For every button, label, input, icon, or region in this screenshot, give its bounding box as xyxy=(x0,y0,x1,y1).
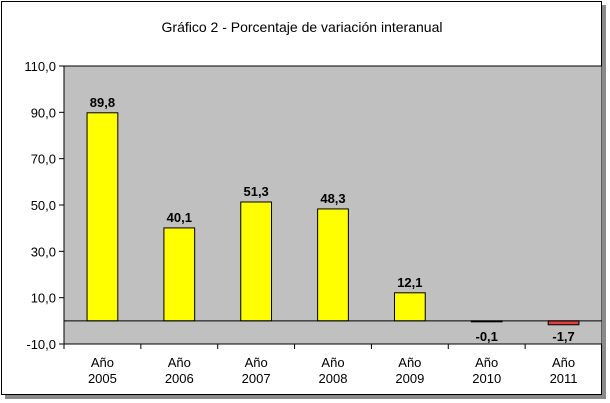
chart-frame: Gráfico 2 - Porcentaje de variación inte… xyxy=(1,1,602,395)
x-tick-label: Año 2005 xyxy=(88,355,117,386)
x-tick-label: Año 2008 xyxy=(319,355,348,386)
x-tick-label: Año 2009 xyxy=(395,355,424,386)
y-tick-label: 70,0 xyxy=(31,152,56,167)
y-axis: -10,0 10,0 30,0 50,0 70,0 90,0 110,0 xyxy=(24,59,65,352)
data-label: -1,7 xyxy=(552,329,574,344)
x-tick-label: Año 2007 xyxy=(242,355,271,386)
bar xyxy=(547,320,580,326)
data-label: -0,1 xyxy=(476,329,498,344)
data-label: 89,8 xyxy=(90,95,115,110)
y-tick-label: 10,0 xyxy=(31,291,56,306)
bar xyxy=(317,208,349,322)
bar xyxy=(393,292,426,322)
x-tick-label: Año 2011 xyxy=(550,355,578,386)
chart-title: Gráfico 2 - Porcentaje de variación inte… xyxy=(161,19,443,35)
bar xyxy=(86,112,119,322)
x-axis: Año 2005 Año 2006 Año 2007 Año 2008 Año 2009 Año 20… xyxy=(63,344,602,386)
data-label: 40,1 xyxy=(167,210,192,225)
y-tick-label: 30,0 xyxy=(31,244,56,259)
y-tick-label: -10,0 xyxy=(26,337,56,352)
data-label: 51,3 xyxy=(243,184,268,199)
x-tick-label: Año 2010 xyxy=(472,355,501,386)
y-tick-label: 90,0 xyxy=(31,105,56,120)
bar-chart: -10,0 10,0 30,0 50,0 70,0 90,0 110,0 89,8 40,1 5… xyxy=(24,59,602,386)
bar xyxy=(163,227,196,322)
data-label: 48,3 xyxy=(320,191,345,206)
x-tick-label: Año 2006 xyxy=(165,355,194,386)
y-tick-label: 110,0 xyxy=(24,59,56,74)
data-label: 12,1 xyxy=(397,275,422,290)
y-tick-label: 50,0 xyxy=(31,198,56,213)
bar xyxy=(240,201,273,322)
bars: 89,8 40,1 51,3 48,3 12,1 -0,1 -1,7 xyxy=(86,95,580,344)
